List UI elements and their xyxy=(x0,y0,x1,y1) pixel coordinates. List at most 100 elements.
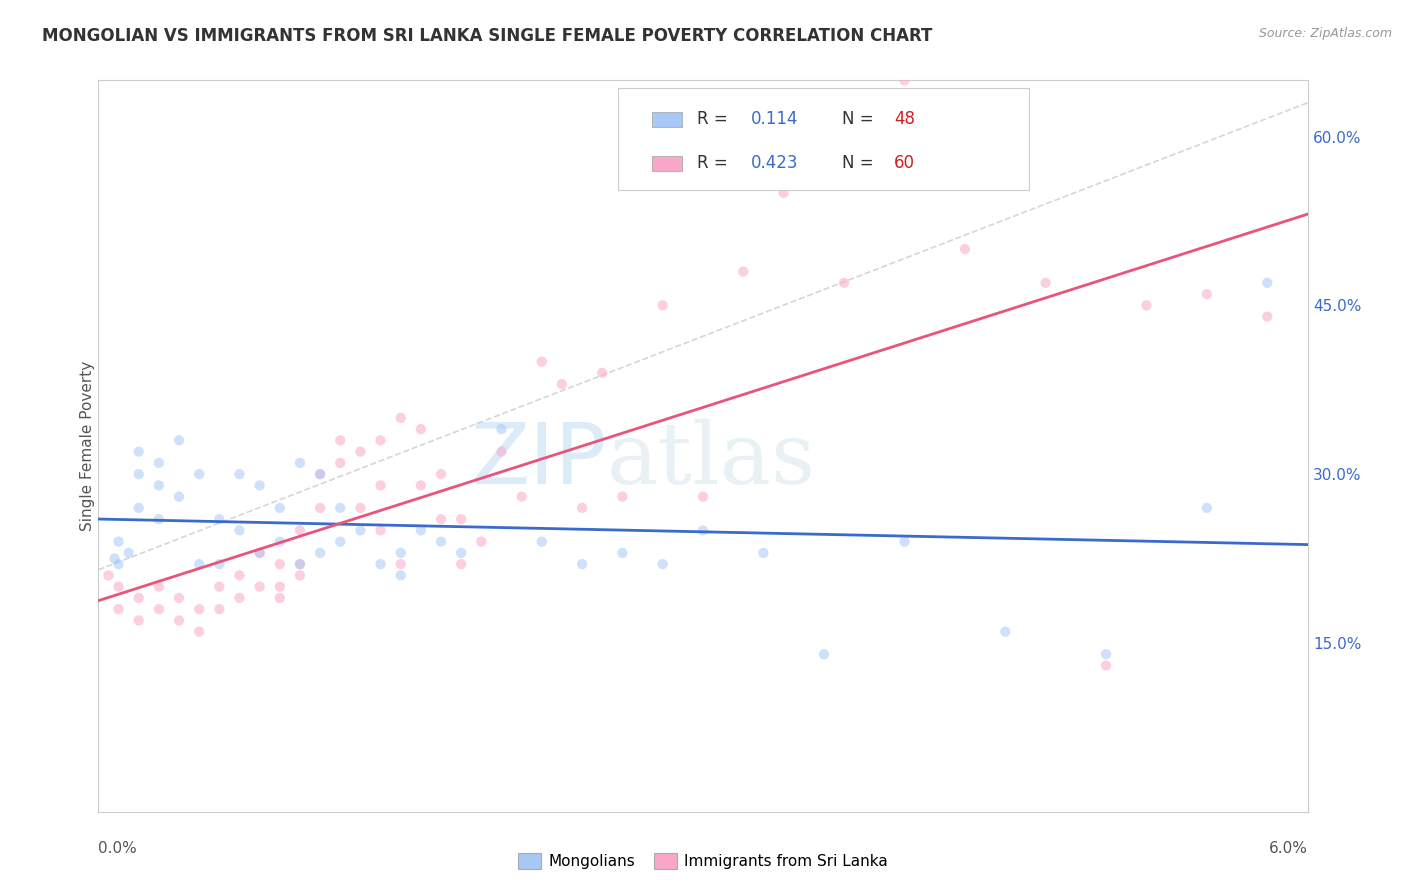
Text: 0.423: 0.423 xyxy=(751,154,799,172)
Point xyxy=(612,490,634,504)
Point xyxy=(128,467,150,482)
Point xyxy=(249,580,271,594)
Text: N =: N = xyxy=(842,111,879,128)
Point xyxy=(551,377,574,392)
Point xyxy=(1256,276,1278,290)
Point xyxy=(530,354,553,368)
Point xyxy=(772,186,794,200)
Point xyxy=(309,467,332,482)
Legend: Mongolians, Immigrants from Sri Lanka: Mongolians, Immigrants from Sri Lanka xyxy=(512,847,894,875)
Point xyxy=(309,500,332,515)
Point xyxy=(208,602,231,616)
Point xyxy=(309,546,332,560)
Point xyxy=(651,298,673,312)
Point xyxy=(349,444,371,458)
Point xyxy=(893,534,915,549)
Point xyxy=(612,546,634,560)
Point xyxy=(450,557,472,571)
Point xyxy=(228,591,250,605)
Point xyxy=(148,512,170,526)
Point xyxy=(450,512,472,526)
Point xyxy=(269,591,291,605)
Point xyxy=(329,434,352,448)
Point xyxy=(510,490,533,504)
Point xyxy=(208,557,231,571)
Point xyxy=(994,624,1017,639)
Point xyxy=(1256,310,1278,324)
Point xyxy=(249,546,271,560)
Point xyxy=(167,490,190,504)
Point xyxy=(389,557,412,571)
Point xyxy=(269,500,291,515)
Text: 60: 60 xyxy=(894,154,915,172)
Point xyxy=(118,546,141,560)
Point xyxy=(491,444,513,458)
Point xyxy=(288,524,311,538)
Point xyxy=(249,478,271,492)
Point xyxy=(692,490,714,504)
Point xyxy=(1095,647,1118,661)
Point xyxy=(188,467,211,482)
Point xyxy=(103,551,125,566)
Point xyxy=(188,602,211,616)
FancyBboxPatch shape xyxy=(619,87,1029,190)
Point xyxy=(128,444,150,458)
Point xyxy=(1195,287,1218,301)
Point xyxy=(370,478,392,492)
Text: 0.0%: 0.0% xyxy=(98,841,138,856)
Point xyxy=(329,456,352,470)
Point xyxy=(1095,658,1118,673)
Point xyxy=(651,557,673,571)
Point xyxy=(430,512,453,526)
Text: Source: ZipAtlas.com: Source: ZipAtlas.com xyxy=(1258,27,1392,40)
Point xyxy=(893,73,915,87)
Point xyxy=(470,534,492,549)
Text: N =: N = xyxy=(842,154,879,172)
Point xyxy=(228,467,250,482)
Point xyxy=(167,614,190,628)
Text: ZIP: ZIP xyxy=(470,419,606,502)
Point xyxy=(953,242,976,256)
Text: R =: R = xyxy=(697,111,733,128)
Point xyxy=(309,467,332,482)
Text: R =: R = xyxy=(697,154,733,172)
Point xyxy=(349,500,371,515)
Point xyxy=(228,568,250,582)
Point xyxy=(107,580,129,594)
Point xyxy=(288,557,311,571)
Point xyxy=(269,534,291,549)
Y-axis label: Single Female Poverty: Single Female Poverty xyxy=(80,361,94,531)
Point xyxy=(148,580,170,594)
Point xyxy=(491,422,513,436)
Point xyxy=(329,500,352,515)
Text: atlas: atlas xyxy=(606,419,815,502)
Point xyxy=(370,524,392,538)
Point xyxy=(228,524,250,538)
Point xyxy=(370,434,392,448)
Point xyxy=(269,557,291,571)
Point xyxy=(530,534,553,549)
Text: 6.0%: 6.0% xyxy=(1268,841,1308,856)
Point xyxy=(249,546,271,560)
Point xyxy=(167,434,190,448)
Point xyxy=(107,602,129,616)
Point xyxy=(389,546,412,560)
Point xyxy=(288,456,311,470)
Point xyxy=(733,264,755,278)
Point xyxy=(752,546,775,560)
Point xyxy=(269,580,291,594)
Point xyxy=(430,467,453,482)
Point xyxy=(832,276,855,290)
Point xyxy=(370,557,392,571)
Point xyxy=(389,410,412,425)
FancyBboxPatch shape xyxy=(652,112,682,127)
Point xyxy=(288,557,311,571)
Point xyxy=(1135,298,1157,312)
Point xyxy=(409,422,432,436)
Point xyxy=(329,534,352,549)
Point xyxy=(591,366,613,380)
Point xyxy=(167,591,190,605)
Point xyxy=(148,478,170,492)
Point xyxy=(409,478,432,492)
Point xyxy=(128,500,150,515)
